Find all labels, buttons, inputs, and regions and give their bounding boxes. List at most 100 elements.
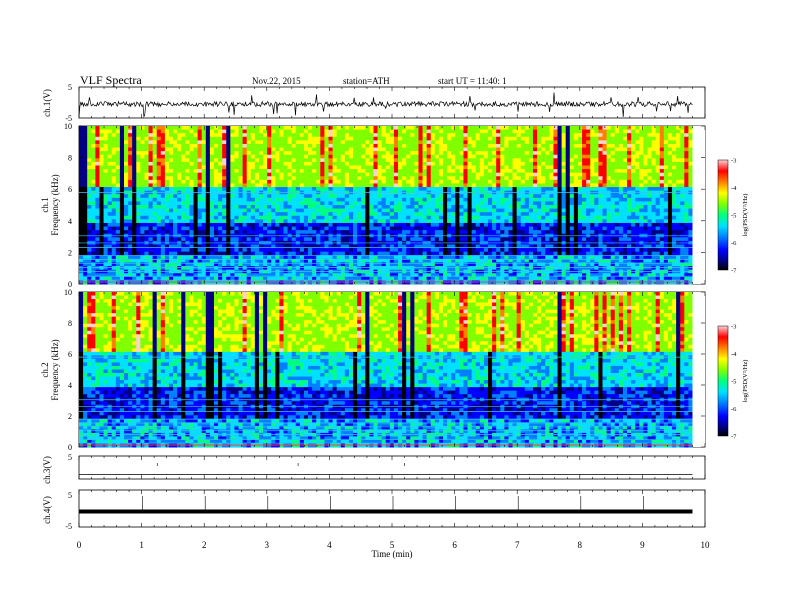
spectrogram-cell: [103, 165, 109, 170]
spectrogram-cell: [479, 133, 485, 138]
spectrogram-cell: [590, 172, 595, 177]
spectrogram-cell: [565, 208, 571, 213]
spectrogram-cell: [385, 237, 391, 242]
spectrogram-cell: [291, 208, 297, 213]
spectrogram-cell: [467, 183, 473, 188]
spectrogram-cell: [655, 126, 661, 130]
spectrogram-cell: [226, 215, 231, 220]
spectrogram-cell: [320, 154, 325, 159]
spectrogram-cell: [512, 222, 518, 227]
spectrogram-cell: [586, 133, 591, 138]
spectrogram-cell: [573, 230, 579, 235]
spectrogram-cell: [532, 237, 538, 242]
spectrogram-cell: [487, 187, 493, 192]
spectrogram-cell: [512, 158, 518, 163]
spectrogram-cell: [393, 237, 399, 242]
spectrogram-cell: [79, 161, 84, 166]
spectrogram-cell: [422, 169, 428, 174]
spectrogram-cell: [459, 126, 464, 130]
spectrogram-cell: [299, 147, 305, 152]
spectrogram-cell: [287, 140, 293, 145]
spectrogram-cell: [95, 129, 100, 134]
spectrogram-cell: [549, 219, 554, 224]
spectrogram-cell: [103, 226, 109, 231]
spectrogram-cell: [455, 140, 460, 145]
spectrogram-cell: [676, 219, 681, 224]
spectrogram-cell: [107, 212, 113, 217]
spectrogram-cell: [320, 237, 325, 242]
spectrogram-cell: [83, 154, 88, 159]
spectrogram-cell: [365, 169, 370, 174]
spectrogram-cell: [83, 222, 88, 227]
spectrogram-cell: [430, 136, 436, 141]
spectrogram-cell: [393, 143, 399, 148]
spectrogram-cell: [95, 237, 100, 242]
spectrogram-cell: [655, 201, 661, 206]
spectrogram-cell: [95, 126, 100, 130]
spectrogram-cell: [659, 205, 665, 209]
spectrogram-cell: [181, 201, 186, 206]
spectrogram-cell: [103, 197, 109, 202]
spectrogram-cell: [267, 151, 272, 156]
spectrogram-cell: [447, 197, 452, 202]
spectrogram-cell: [299, 215, 305, 220]
spectrogram-cell: [545, 205, 550, 209]
spectrogram-cell: [132, 226, 137, 231]
spectrogram-cell: [123, 158, 129, 163]
spectrogram-cell: [336, 230, 342, 235]
spectrogram-cell: [614, 154, 620, 159]
spectrogram-cell: [492, 201, 497, 206]
spectrogram-cell: [148, 237, 154, 242]
spectrogram-cell: [475, 133, 481, 138]
spectrogram-cell: [201, 136, 207, 141]
spectrogram-cell: [622, 194, 628, 199]
spectrogram-cell: [361, 165, 366, 170]
spectrogram-cell: [312, 176, 317, 181]
spectrogram-cell: [308, 165, 313, 170]
spectrogram-cell: [504, 226, 509, 231]
spectrogram-cell: [357, 237, 362, 242]
spectrogram-cell: [123, 161, 129, 166]
spectrogram-cell: [582, 215, 587, 220]
spectrogram-cell: [83, 194, 88, 199]
spectrogram-cell: [606, 208, 612, 213]
spectrogram-cell: [234, 230, 239, 235]
spectrogram-cell: [95, 226, 100, 231]
spectrogram-cell: [680, 230, 685, 235]
spectrogram-cell: [659, 161, 665, 166]
spectrogram-cell: [115, 169, 121, 174]
spectrogram-cell: [676, 140, 681, 145]
spectrogram-cell: [132, 244, 137, 249]
spectrogram-cell: [111, 176, 117, 181]
spectrogram-cell: [164, 165, 170, 170]
spectrogram-cell: [238, 179, 243, 184]
spectrogram-cell: [430, 226, 436, 231]
spectrogram-cell: [340, 151, 346, 156]
spectrogram-cell: [238, 165, 243, 170]
spectrogram-cell: [594, 143, 599, 148]
spectrogram-cell: [606, 126, 612, 130]
spectrogram-cell: [524, 176, 530, 181]
spectrogram-cell: [226, 129, 231, 134]
spectrogram-cell: [361, 140, 366, 145]
spectrogram-cell: [537, 140, 542, 145]
spectrogram-cell: [316, 136, 321, 141]
spectrogram-cell: [287, 201, 293, 206]
spectrogram-cell: [418, 183, 423, 188]
spectrogram-cell: [635, 169, 640, 174]
spectrogram-cell: [173, 169, 178, 174]
spectrogram-cell: [303, 219, 309, 224]
spectrogram-cell: [185, 237, 190, 242]
spectrogram-cell: [516, 176, 522, 181]
spectrogram-cell: [430, 212, 436, 217]
spectrogram-cell: [483, 197, 489, 202]
spectrogram-cell: [598, 140, 603, 145]
spectrogram-cell: [545, 215, 550, 220]
spectrogram-cell: [631, 212, 636, 217]
spectrogram-cell: [213, 158, 219, 163]
spectrogram-cell: [672, 140, 677, 145]
spectrogram-cell: [160, 161, 166, 166]
spectrogram-cell: [500, 212, 505, 217]
spectrogram-cell: [688, 215, 693, 220]
spectrogram-cell: [369, 154, 374, 159]
